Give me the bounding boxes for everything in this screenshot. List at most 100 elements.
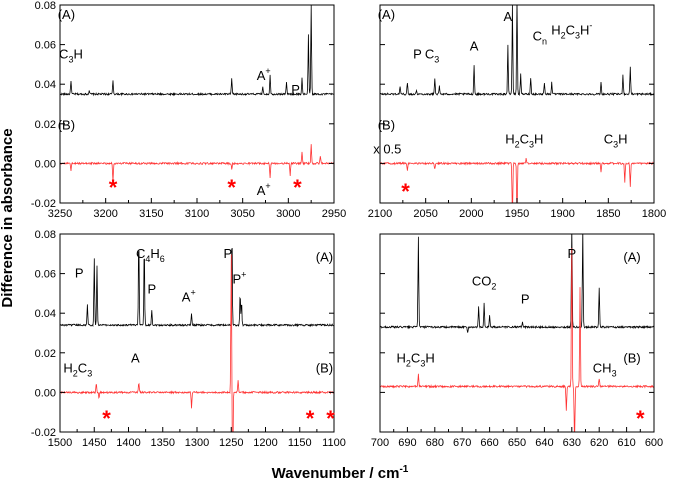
panel-bottom-left: 1500 1450 1400 1350 1300 1250 1200 1150 1100 0.08… [31, 229, 346, 449]
peak-label: A+ [257, 181, 271, 198]
y-tick-label: 0.00 [35, 158, 56, 170]
trace-b-line [60, 144, 334, 182]
y-tick-label: 0.00 [35, 387, 56, 399]
x-tick-label: 1900 [550, 208, 574, 220]
x-tick-label: 1450 [82, 437, 106, 449]
trace-a-line [60, 247, 334, 328]
panel-frame [59, 4, 335, 204]
peak-label: (A) [623, 250, 640, 265]
x-tick-label: 1400 [116, 437, 140, 449]
peak-label: (B) [58, 118, 75, 133]
x-tick-label: 1150 [288, 437, 312, 449]
x-tick-label: 3000 [276, 208, 300, 220]
trace-a-line [380, 5, 654, 97]
x-tick-label: 660 [480, 437, 498, 449]
y-tick-label: 0.06 [35, 40, 56, 52]
y-tick-label: 0.08 [35, 229, 56, 241]
peak-label: H2C3H [397, 351, 435, 369]
peak-label: (B) [316, 361, 333, 376]
peak-label: A [131, 351, 140, 366]
peak-label: (A) [378, 7, 395, 22]
x-tick-label: 3250 [48, 208, 72, 220]
x-tick-label: 690 [398, 437, 416, 449]
star-marker: * [401, 179, 410, 204]
trace-a-line [60, 5, 334, 97]
peak-label: P [291, 82, 300, 97]
peak-label: CH3 [593, 361, 617, 379]
y-tick-label: 0.04 [35, 79, 56, 91]
y-tick-label: 0.02 [35, 348, 56, 360]
peak-label: x 0.5 [373, 142, 401, 157]
peak-label: (A) [58, 7, 75, 22]
x-tick-label: 670 [453, 437, 471, 449]
x-tick-label: 1100 [322, 437, 346, 449]
y-tick-label: 0.04 [35, 308, 56, 320]
x-tick-label: 650 [508, 437, 526, 449]
peak-label: CO2 [472, 273, 497, 291]
star-marker: * [306, 406, 315, 431]
peak-label: P [567, 246, 576, 261]
x-tick-label: 600 [645, 437, 663, 449]
x-tick-label: 2050 [413, 208, 437, 220]
star-marker: * [227, 175, 236, 200]
x-tick-label: 2950 [322, 208, 346, 220]
peak-label: A [470, 39, 479, 54]
peak-label: A+ [257, 66, 271, 83]
peak-label: H2C3H [505, 132, 543, 150]
x-tick-label: 620 [590, 437, 608, 449]
trace-b-line [380, 157, 654, 203]
peak-label: C3 [425, 46, 439, 64]
star-marker: * [636, 406, 645, 431]
panel-bottom-right: 700 690 680 670 660 650 640 630 620 610 600 (A) CO2 P… [371, 233, 663, 449]
y-axis-label: Difference in absorbance [0, 128, 16, 307]
peak-label: A [504, 9, 513, 24]
peak-label: P [521, 291, 530, 306]
x-tick-label: 630 [563, 437, 581, 449]
star-marker: * [102, 406, 111, 431]
x-tick-label: 1950 [505, 208, 529, 220]
peak-label: P [147, 281, 156, 296]
x-tick-label: 2000 [459, 208, 483, 220]
star-marker: * [109, 175, 118, 200]
x-tick-label: 2100 [368, 208, 392, 220]
x-tick-label: 1500 [48, 437, 72, 449]
panel-top-right: 2100 2050 2000 1950 1900 1850 1800(A) AP C3ACnH2… [368, 4, 666, 220]
x-tick-label: 3150 [139, 208, 163, 220]
peak-label: P [223, 246, 232, 261]
y-tick-label: -0.02 [31, 427, 56, 439]
x-tick-label: 610 [617, 437, 635, 449]
peak-label: (B) [378, 118, 395, 133]
star-marker: * [326, 406, 335, 431]
y-tick-label: 0.06 [35, 269, 56, 281]
panel-frame [379, 233, 655, 433]
x-tick-label: 3050 [230, 208, 254, 220]
x-tick-label: 1250 [219, 437, 243, 449]
peak-label: C4H6 [136, 246, 165, 264]
peak-label: Cn [533, 29, 547, 47]
x-tick-label: 640 [535, 437, 553, 449]
y-tick-label: 0.08 [35, 0, 56, 12]
panels: 3250 3200 3150 3100 3050 3000 2950 0.08 0.06 0.04… [31, 0, 666, 449]
x-tick-label: 1850 [596, 208, 620, 220]
peak-label: A+ [182, 287, 196, 304]
x-tick-label: 3200 [93, 208, 117, 220]
panel-frame [59, 233, 335, 433]
x-axis-label-text: Wavenumber / cm [272, 465, 400, 482]
trace-b-line [380, 247, 654, 432]
peak-label: H2C3H- [551, 21, 592, 41]
panel-top-left: 3250 3200 3150 3100 3050 3000 2950 0.08 0.06 0.04… [31, 0, 346, 220]
peak-label: (A) [316, 250, 333, 265]
peak-label: P [413, 46, 422, 61]
trace-b-line [60, 254, 334, 432]
peak-label: (B) [623, 351, 640, 366]
x-tick-label: 1200 [253, 437, 277, 449]
star-marker: * [293, 175, 302, 200]
y-tick-label: 0.02 [35, 119, 56, 131]
x-axis-label-unit-sup: -1 [399, 464, 408, 475]
x-tick-label: 1800 [642, 208, 666, 220]
peak-label: P [75, 266, 84, 281]
x-tick-label: 680 [426, 437, 444, 449]
peak-label: H2C3 [63, 361, 92, 379]
x-axis-label: Wavenumber / cm-1 [272, 464, 409, 482]
